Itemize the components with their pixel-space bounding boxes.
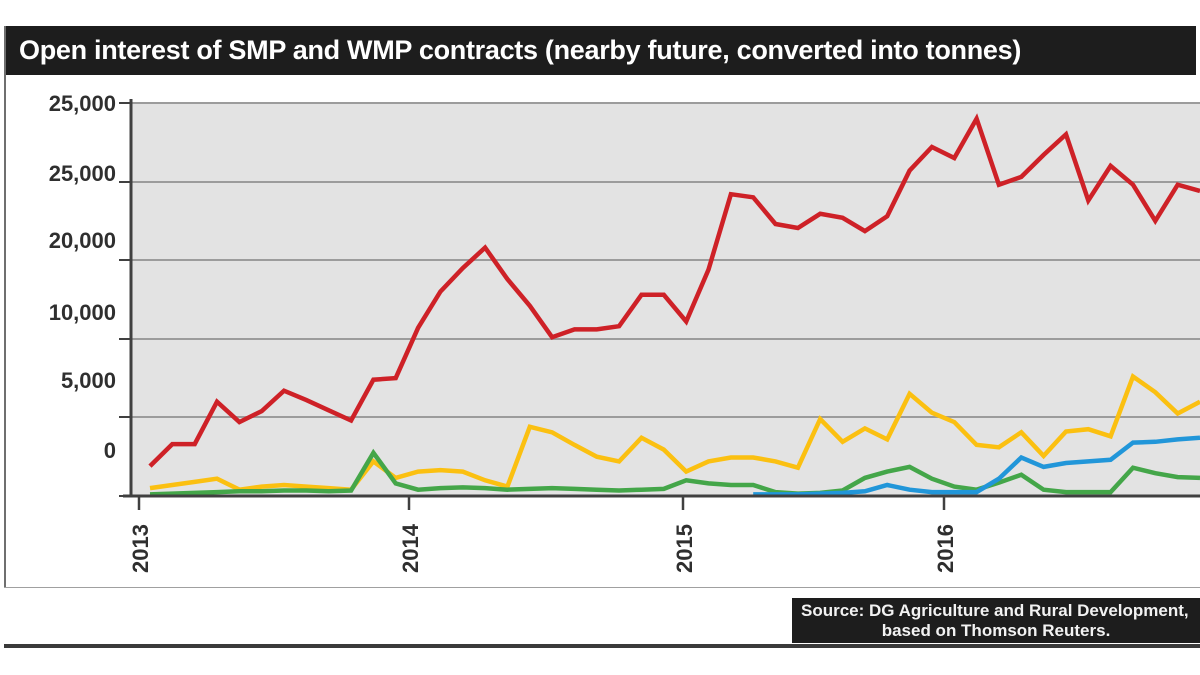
series-line-nz-wmp: [149, 372, 1200, 493]
title-bar: Open interest of SMP and WMP contracts (…: [4, 26, 1196, 75]
x-axis-label: 2016: [933, 524, 958, 573]
frame-left-border: [4, 26, 6, 647]
y-axis-label: 20,000: [49, 228, 116, 253]
y-axis-label: 10,000: [49, 300, 116, 325]
frame-bottom-border: [4, 644, 1200, 648]
series-line-nz: [149, 448, 1200, 497]
x-axis-label: 2014: [398, 523, 423, 573]
source-box: Source: DG Agriculture and Rural Develop…: [792, 598, 1200, 643]
x-axis-label: 2013: [128, 524, 153, 573]
y-axis-label: 0: [104, 438, 116, 463]
source-line-1: Source: DG Agriculture and Rural Develop…: [801, 601, 1189, 620]
y-axis-label: 25,000: [49, 161, 116, 186]
source-line-2: based on Thomson Reuters.: [881, 621, 1111, 640]
y-axis-label: 25,000: [49, 91, 116, 116]
x-axis-label: 2015: [672, 524, 697, 573]
y-axis-label: 5,000: [61, 368, 116, 393]
series-line-eu-eex: [753, 435, 1200, 497]
page-title: Open interest of SMP and WMP contracts (…: [19, 35, 1022, 65]
series-line-us: [148, 113, 1200, 468]
